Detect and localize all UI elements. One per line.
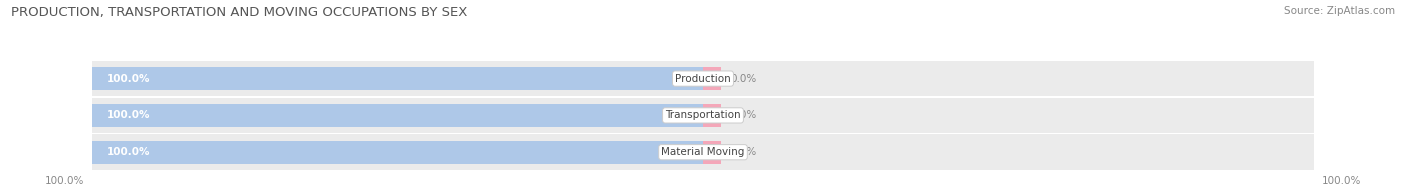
Bar xyxy=(91,134,1315,170)
Bar xyxy=(91,61,1315,96)
Bar xyxy=(91,104,703,127)
Bar xyxy=(91,141,703,164)
Text: 100.0%: 100.0% xyxy=(1322,176,1361,186)
Text: Transportation: Transportation xyxy=(665,110,741,120)
Text: Material Moving: Material Moving xyxy=(661,147,745,157)
Text: 0.0%: 0.0% xyxy=(731,110,756,120)
Text: 0.0%: 0.0% xyxy=(731,147,756,157)
Text: 100.0%: 100.0% xyxy=(107,74,150,83)
Text: PRODUCTION, TRANSPORTATION AND MOVING OCCUPATIONS BY SEX: PRODUCTION, TRANSPORTATION AND MOVING OC… xyxy=(11,6,468,19)
Text: 100.0%: 100.0% xyxy=(107,147,150,157)
Bar xyxy=(703,141,721,164)
Text: 100.0%: 100.0% xyxy=(45,176,84,186)
Text: 0.0%: 0.0% xyxy=(731,74,756,83)
Bar xyxy=(703,67,721,90)
Bar xyxy=(91,98,1315,133)
Bar xyxy=(703,104,721,127)
Text: Production: Production xyxy=(675,74,731,83)
Text: 100.0%: 100.0% xyxy=(107,110,150,120)
Text: Source: ZipAtlas.com: Source: ZipAtlas.com xyxy=(1284,6,1395,16)
Bar xyxy=(91,67,703,90)
